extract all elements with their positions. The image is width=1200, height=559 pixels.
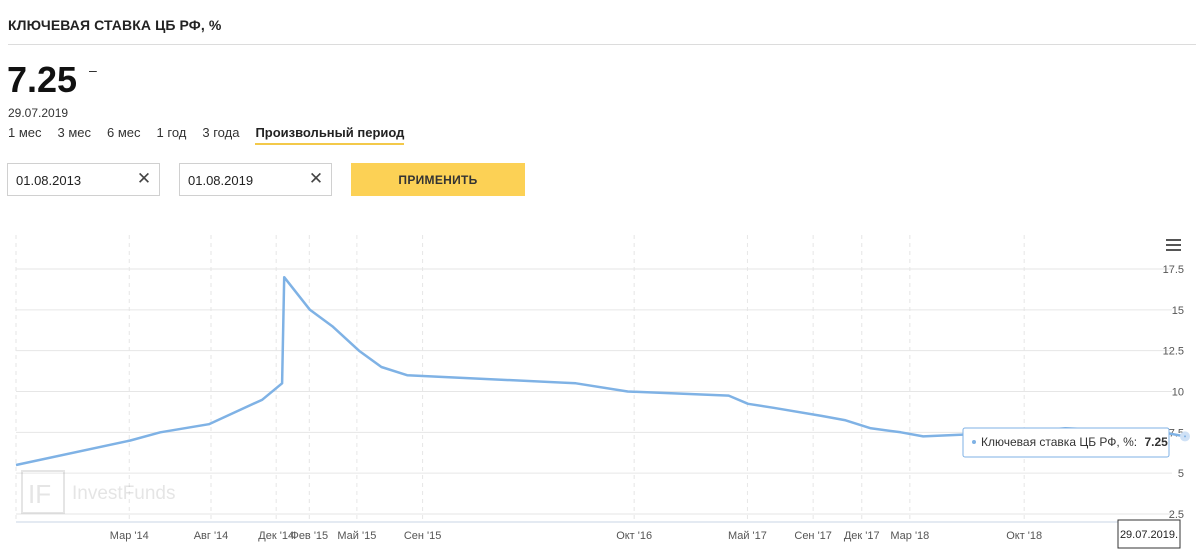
series-points [1180,431,1190,442]
x-tick-label: Дек '17 [844,530,880,542]
x-tick-label: Авг '14 [194,530,229,542]
current-rate-date: 29.07.2019 [8,106,69,120]
period-tab-1-month[interactable]: 1 мес [8,125,42,140]
hamburger-icon[interactable] [1166,239,1181,251]
tooltip-bullet [972,440,976,444]
x-tick-label: Май '17 [728,530,767,542]
watermark-logo: IF InvestFunds [21,470,176,514]
x-tick-label: Мар '18 [890,530,929,542]
close-icon[interactable]: ✕ [308,169,324,188]
y-tick-label: 5 [1178,468,1184,480]
period-tab-custom[interactable]: Произвольный период [255,125,405,145]
title-divider [8,44,1196,45]
x-tick-label: Дек '14 [258,530,294,542]
crosshair-date-label: 29.07.2019. [1117,519,1181,549]
x-tick-label: Окт '16 [616,530,652,542]
rate-change: – [89,62,97,78]
tooltip-value: 7.25 [1144,435,1168,449]
period-tab-3-years[interactable]: 3 года [202,125,240,140]
chart-menu-button[interactable] [1162,237,1184,255]
vertical-grid [15,235,1025,522]
period-tab-6-months[interactable]: 6 мес [107,125,141,140]
series-line [15,275,1186,467]
data-point [1180,431,1190,442]
y-tick-label: 10 [1172,387,1184,399]
date-to-value[interactable]: 01.08.2019 [188,173,254,188]
crosshair-date: 29.07.2019. [1120,529,1178,541]
apply-button[interactable]: ПРИМЕНИТЬ [351,163,525,196]
y-tick-label: 17.5 [1163,264,1184,276]
tooltip: Ключевая ставка ЦБ РФ, %: 7.25 [962,427,1170,458]
page-title: КЛЮЧЕВАЯ СТАВКА ЦБ РФ, % [8,17,222,33]
key-rate-chart: IF InvestFunds Мар '14 Авг '14 Дек '14Фев … [15,235,1190,549]
horizontal-grid [16,268,1172,515]
x-tick-label: Окт '18 [1006,530,1042,542]
x-tick-label: Май '15 [337,530,376,542]
x-tick-label: Мар '14 [110,530,149,542]
period-tab-3-months[interactable]: 3 мес [57,125,92,140]
watermark-text: InvestFunds [72,483,176,504]
svg-text:IF: IF [28,479,51,509]
x-tick-label: Сен '15 [404,530,442,542]
y-tick-label: 2.5 [1169,509,1184,521]
date-from-value[interactable]: 01.08.2013 [16,173,82,188]
date-to-field[interactable]: 01.08.2019 ✕ [179,163,332,196]
y-tick-label: 15 [1172,305,1184,317]
svg-text:Ключевая ставка ЦБ РФ, %:: Ключевая ставка ЦБ РФ, %: 7.25 [981,435,1168,449]
x-tick-label: Сен '17 [794,530,832,542]
period-tabs: 1 мес 3 мес 6 мес 1 год 3 года Произволь… [8,125,420,147]
y-tick-label: 12.5 [1163,346,1184,358]
date-from-field[interactable]: 01.08.2013 ✕ [7,163,160,196]
close-icon[interactable]: ✕ [136,169,152,188]
x-tick-label: Фев '15 [290,530,328,542]
period-tab-1-year[interactable]: 1 год [156,125,187,140]
tooltip-series-label: Ключевая ставка ЦБ РФ, %: [981,435,1137,449]
current-rate-value: 7.25 [7,59,78,100]
